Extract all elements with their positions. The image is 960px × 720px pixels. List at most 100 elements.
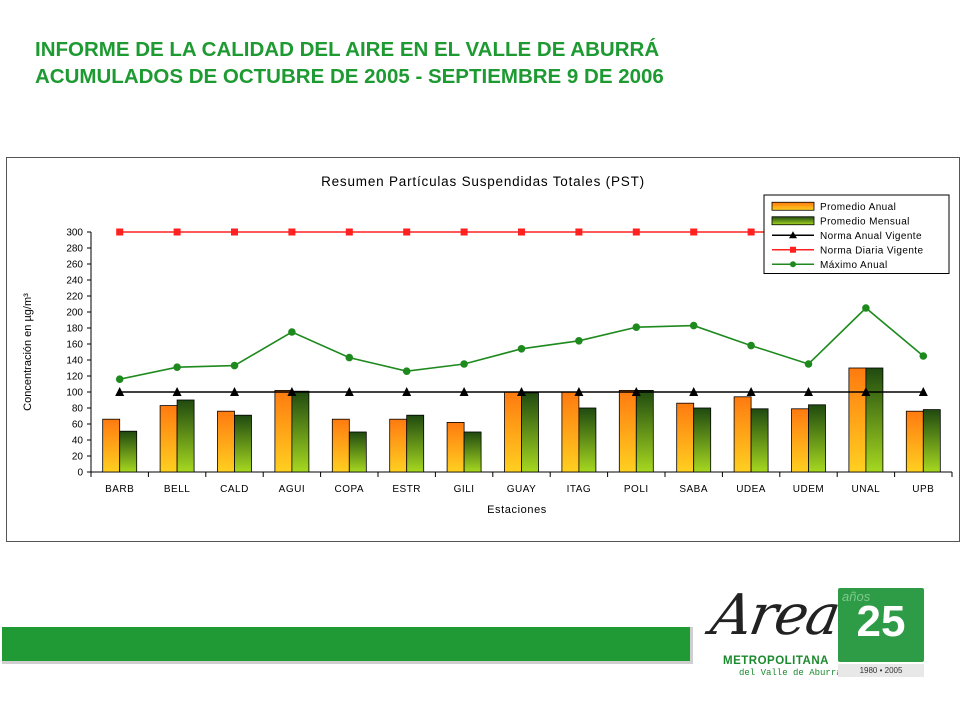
x-tick-label: UPB (912, 484, 934, 495)
y-tick-label: 20 (72, 452, 84, 463)
logo-subtitle-metropolitana: METROPOLITANA (723, 655, 829, 667)
y-tick-label: 240 (66, 276, 83, 287)
bar-promedio-mensual (521, 392, 539, 473)
point-norma-diaria-vigente (690, 228, 698, 236)
y-tick-label: 300 (66, 228, 83, 239)
legend-marker-maximo-anual (790, 261, 796, 268)
y-tick-label: 60 (72, 420, 84, 431)
y-tick-label: 100 (66, 388, 83, 399)
point-norma-diaria-vigente (460, 228, 468, 236)
legend-label-maximo-anual: Máximo Anual (820, 260, 888, 271)
legend-label-promedio-mensual: Promedio Mensual (820, 216, 910, 227)
point-norma-diaria-vigente (231, 228, 238, 236)
point-norma-anual-vigente (861, 387, 871, 396)
point-norma-diaria-vigente (173, 228, 181, 236)
legend-label-norma-anual-vigente: Norma Anual Vigente (820, 231, 922, 242)
logo-subtitle-valle: del Valle de Aburrá (739, 668, 842, 678)
point-norma-diaria-vigente (632, 228, 640, 236)
point-norma-anual-vigente (517, 387, 526, 396)
bar-promedio-anual (791, 408, 809, 473)
point-norma-diaria-vigente (747, 228, 755, 236)
point-maximo-anual (919, 352, 928, 360)
y-tick-label: 260 (66, 260, 83, 271)
bar-promedio-anual (504, 391, 522, 473)
bar-promedio-anual (331, 418, 350, 473)
y-tick-label: 120 (66, 372, 83, 383)
bar-promedio-mensual (578, 407, 597, 473)
chart-title: Resumen Partículas Suspendidas Totales (… (321, 174, 645, 189)
bar-promedio-anual (848, 367, 867, 473)
x-tick-label: SABA (679, 484, 708, 495)
bar-promedio-mensual (635, 389, 654, 473)
bar-promedio-anual (733, 396, 752, 473)
bar-promedio-mensual (865, 367, 884, 473)
y-tick-label: 160 (66, 340, 83, 351)
badge-word: años (842, 589, 871, 604)
x-tick-label: UDEM (793, 484, 824, 495)
badge-number: 25 (856, 597, 906, 646)
page-title: INFORME DE LA CALIDAD DEL AIRE EN EL VAL… (35, 36, 935, 90)
legend-label-norma-diaria-vigente: Norma Diaria Vigente (820, 245, 923, 256)
bar-promedio-anual (618, 389, 637, 473)
bar-promedio-anual (676, 402, 695, 473)
y-tick-label: 220 (66, 292, 83, 303)
point-norma-diaria-vigente (288, 228, 296, 236)
point-maximo-anual (345, 353, 354, 362)
point-maximo-anual (115, 375, 124, 383)
y-tick-label: 180 (66, 324, 83, 335)
point-norma-anual-vigente (115, 387, 125, 396)
point-norma-anual-vigente (402, 387, 412, 396)
point-maximo-anual (230, 361, 239, 370)
x-tick-label: AGUI (279, 484, 305, 495)
point-maximo-anual (575, 337, 583, 345)
page-title-line2: ACUMULADOS DE OCTUBRE DE 2005 - SEPTIEMB… (35, 65, 664, 88)
point-maximo-anual (632, 323, 641, 331)
point-norma-anual-vigente (287, 387, 297, 396)
x-tick-label: GUAY (507, 484, 537, 495)
x-axis-label: Estaciones (487, 504, 547, 516)
point-norma-anual-vigente (344, 387, 354, 396)
point-norma-anual-vigente (459, 387, 469, 396)
bar-promedio-anual (274, 389, 293, 473)
badge-years: 1980 • 2005 (838, 664, 924, 677)
anniversary-badge (838, 588, 924, 662)
bar-promedio-anual (389, 418, 408, 473)
x-tick-label: GILI (454, 484, 475, 495)
point-norma-anual-vigente (631, 387, 641, 396)
bar-promedio-mensual (291, 390, 310, 473)
bar-promedio-mensual (693, 407, 712, 473)
bar-promedio-mensual (234, 414, 252, 473)
point-maximo-anual (402, 367, 411, 375)
x-tick-label: BARB (105, 484, 134, 495)
bar-promedio-anual (561, 391, 580, 473)
bar-promedio-anual (446, 421, 465, 473)
point-norma-diaria-vigente (345, 228, 353, 236)
line-maximo-anual (119, 306, 924, 380)
point-norma-diaria-vigente (575, 228, 583, 236)
x-tick-label: BELL (164, 484, 190, 495)
point-maximo-anual (460, 360, 468, 368)
legend-marker-norma-diaria-vigente (790, 246, 796, 253)
legend-marker-norma-anual-vigente (789, 231, 797, 239)
x-tick-label: UNAL (852, 484, 881, 495)
y-tick-label: 200 (66, 308, 83, 319)
x-tick-label: UDEA (736, 484, 766, 495)
point-maximo-anual (804, 360, 813, 368)
chart-frame: Resumen Partículas Suspendidas Totales (… (6, 157, 960, 542)
point-norma-diaria-vigente (518, 228, 525, 236)
y-axis-label: Concentración en µg/m³ (22, 293, 34, 411)
bar-promedio-anual (102, 418, 121, 473)
point-norma-anual-vigente (804, 387, 813, 396)
point-maximo-anual (517, 345, 526, 353)
y-tick-label: 140 (66, 356, 83, 367)
point-norma-anual-vigente (689, 387, 699, 396)
x-tick-label: COPA (334, 484, 364, 495)
footer-green-bar (2, 627, 693, 664)
bar-promedio-mensual (119, 430, 138, 473)
bar-promedio-anual (217, 410, 235, 473)
chart-legend: Promedio Anual Promedio Mensual Norma Anua… (763, 194, 950, 274)
point-maximo-anual (747, 341, 755, 350)
bar-promedio-anual (905, 410, 924, 473)
legend-label-promedio-anual: Promedio Anual (820, 202, 896, 213)
y-tick-label: 0 (77, 468, 83, 479)
